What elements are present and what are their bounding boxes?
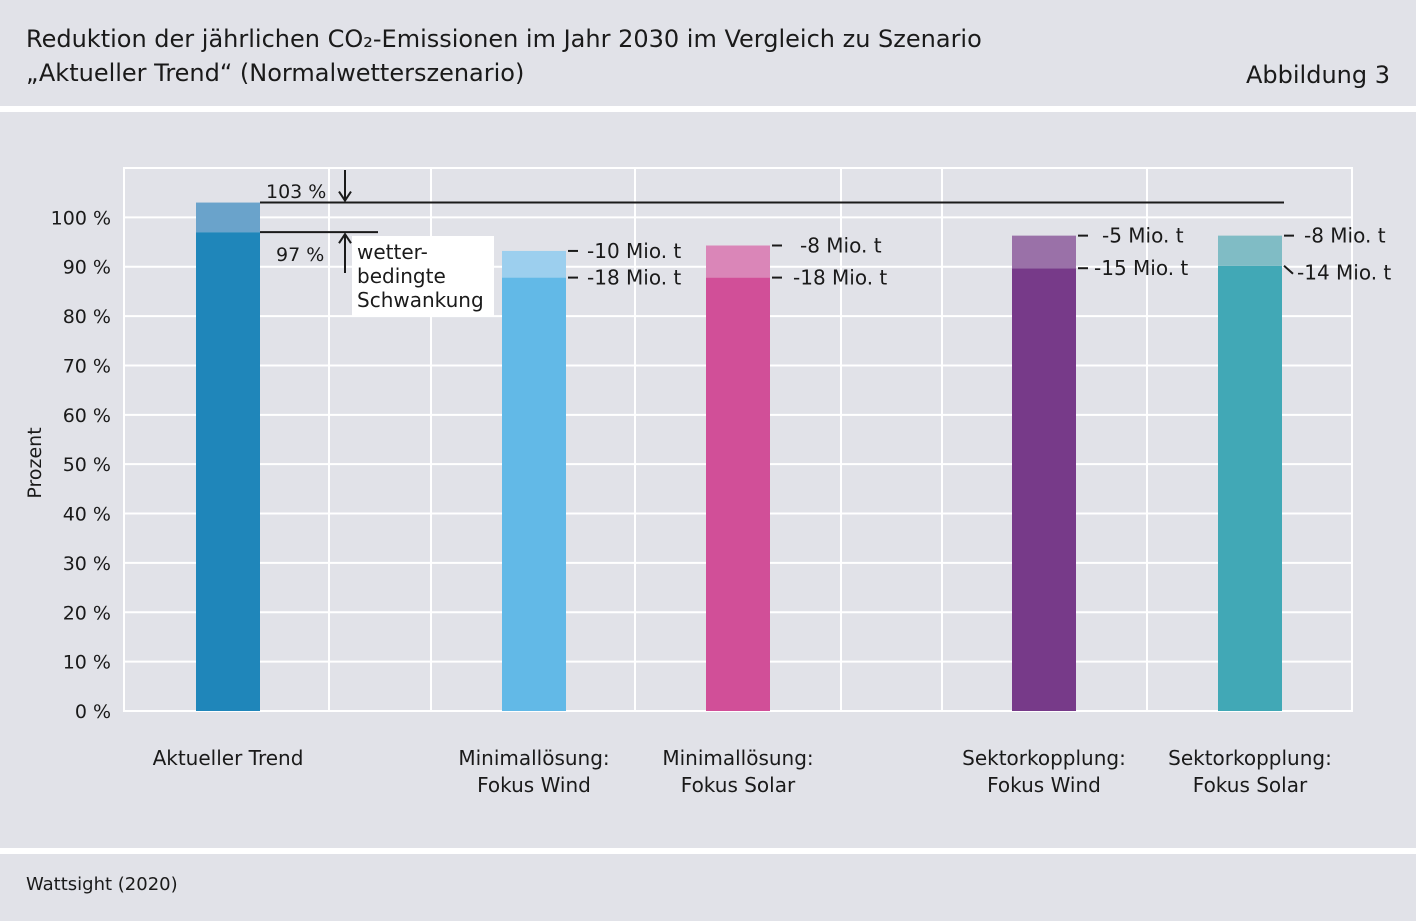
header-divider [0, 106, 1416, 112]
x-category-label: Fokus Solar [1193, 773, 1308, 797]
y-tick-label: 30 % [63, 553, 111, 575]
annotation-box [352, 236, 494, 316]
bar-solid [706, 277, 770, 711]
x-category-label: Fokus Wind [987, 773, 1101, 797]
reduction-label: -5 Mio. t [1102, 224, 1184, 248]
y-tick-label: 90 % [63, 257, 111, 279]
figure-label: Abbildung 3 [1245, 61, 1390, 89]
y-tick-label: 0 % [75, 701, 111, 723]
arrow-down-head [338, 190, 352, 203]
bar-range [1218, 235, 1282, 266]
chart-header: Reduktion der jährlichen CO₂-Emissionen … [0, 0, 1416, 106]
bar-solid [1218, 265, 1282, 711]
bar-range [706, 245, 770, 278]
reduction-label: -10 Mio. t [587, 239, 681, 263]
x-category-label: Sektorkopplung: [962, 746, 1126, 770]
y-tick-label: 50 % [63, 454, 111, 476]
bar-solid [196, 232, 260, 711]
x-category-label: Fokus Solar [681, 773, 796, 797]
bar-chart: 0 % 10 % 20 % 30 % 40 % 50 % 60 % 70 % 80 % 90 % 1… [24, 167, 1391, 797]
y-tick-label: 20 % [63, 602, 111, 624]
reduction-label: -18 Mio. t [793, 266, 887, 290]
bar-range [502, 250, 566, 278]
x-category-label: Sektorkopplung: [1168, 746, 1332, 770]
annotation-lower-label: 97 % [276, 244, 324, 266]
reduction-label: -8 Mio. t [800, 234, 882, 258]
chart-title-line-2: „Aktueller Trend“ (Normalwetterszenario) [26, 59, 525, 87]
bar-solid [1012, 268, 1076, 711]
bar-range [196, 202, 260, 233]
annotation-box-text: Schwankung [357, 288, 484, 312]
y-axis-label: Prozent [24, 427, 46, 498]
y-tick-label: 100 % [51, 207, 111, 229]
bar-solid [502, 277, 566, 711]
source-note: Wattsight (2020) [26, 874, 178, 895]
chart-title-line-1: Reduktion der jährlichen CO₂-Emissionen … [26, 25, 982, 53]
reduction-label: -14 Mio. t [1297, 261, 1391, 285]
annotation-upper-label: 103 % [266, 181, 326, 203]
reduction-label-tick [1283, 264, 1294, 275]
x-category-label: Aktueller Trend [153, 746, 304, 770]
reduction-label: -18 Mio. t [587, 266, 681, 290]
bar-range [1012, 235, 1076, 269]
chart-title: Reduktion der jährlichen CO₂-Emissionen … [26, 22, 982, 90]
y-tick-label: 60 % [63, 405, 111, 427]
reduction-label: -8 Mio. t [1304, 224, 1386, 248]
y-tick-label: 70 % [63, 355, 111, 377]
footer-divider [0, 848, 1416, 854]
arrow-up-head [338, 232, 352, 244]
x-category-label: Minimallösung: [458, 746, 609, 770]
y-tick-label: 10 % [63, 652, 111, 674]
annotation-box-text: wetter- [357, 240, 428, 264]
reduction-label: -15 Mio. t [1094, 256, 1188, 280]
y-tick-label: 40 % [63, 504, 111, 526]
x-category-label: Fokus Wind [477, 773, 591, 797]
annotation-box-text: bedingte [357, 264, 446, 288]
x-category-label: Minimallösung: [662, 746, 813, 770]
y-tick-label: 80 % [63, 306, 111, 328]
